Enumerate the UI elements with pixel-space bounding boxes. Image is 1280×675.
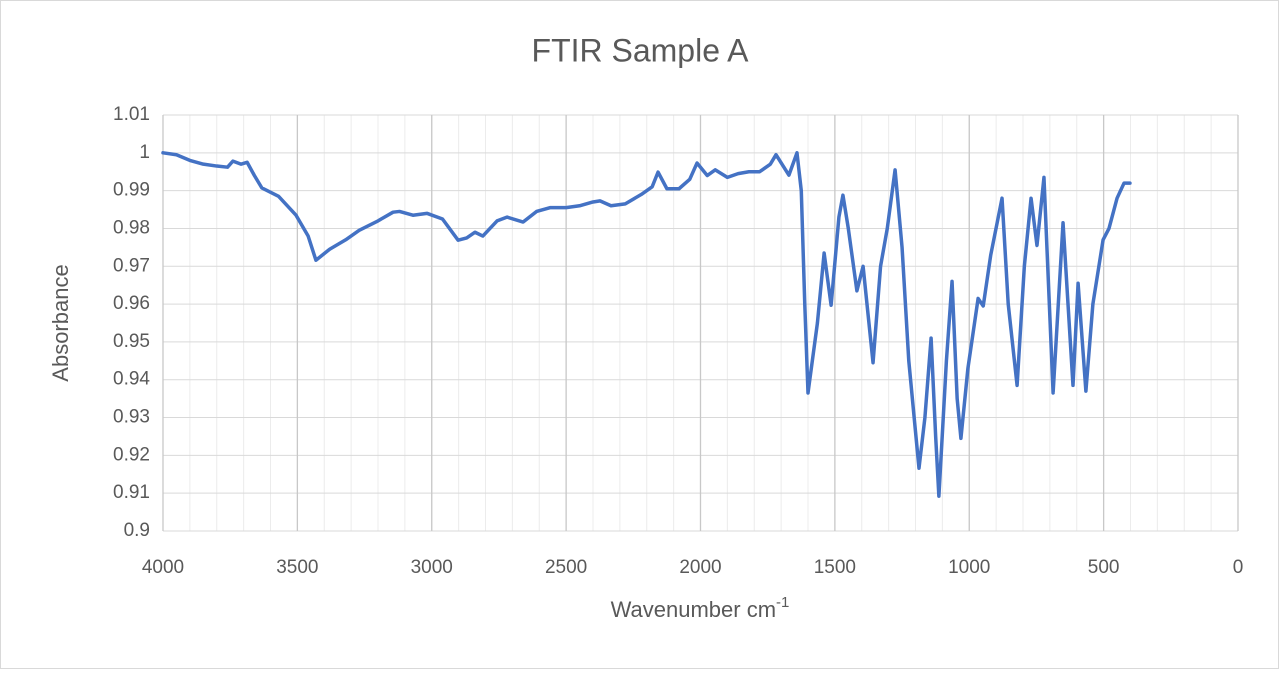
x-tick-label: 1000 (948, 557, 990, 578)
x-tick-label: 0 (1233, 557, 1244, 578)
x-tick-label: 2000 (679, 557, 721, 578)
spectrum-line (161, 151, 1132, 498)
grid (162, 114, 1239, 532)
x-axis-label: Wavenumber cm-1 (611, 594, 790, 622)
ticks: 1.01 1 0.99 0.98 0.97 0.96 0.95 0.94 0.93 0.92 0.9… (113, 104, 1243, 578)
y-tick-label: 1.01 (113, 104, 150, 125)
x-tick-label: 4000 (142, 557, 184, 578)
x-tick-label: 3500 (276, 557, 318, 578)
y-axis-label: Absorbance (48, 264, 73, 381)
y-tick-label: 0.97 (113, 255, 150, 276)
x-tick-label: 2500 (545, 557, 587, 578)
y-tick-label: 0.99 (113, 180, 150, 201)
chart-title: FTIR Sample A (532, 32, 750, 68)
x-axis-label-superscript: -1 (776, 594, 789, 611)
y-tick-label: 0.93 (113, 407, 150, 428)
y-tick-label: 0.94 (113, 369, 150, 390)
y-tick-label: 0.98 (113, 217, 150, 238)
y-tick-label: 0.96 (113, 293, 150, 314)
plot (161, 151, 1132, 498)
y-tick-label: 0.95 (113, 331, 150, 352)
x-tick-label: 3000 (411, 557, 453, 578)
x-axis-label-text: Wavenumber cm (611, 597, 776, 622)
y-tick-label: 0.91 (113, 482, 150, 503)
y-tick-label: 0.9 (124, 520, 150, 541)
x-tick-label: 500 (1088, 557, 1120, 578)
y-tick-label: 1 (139, 142, 150, 163)
x-tick-label: 1500 (814, 557, 856, 578)
y-tick-label: 0.92 (113, 444, 150, 465)
